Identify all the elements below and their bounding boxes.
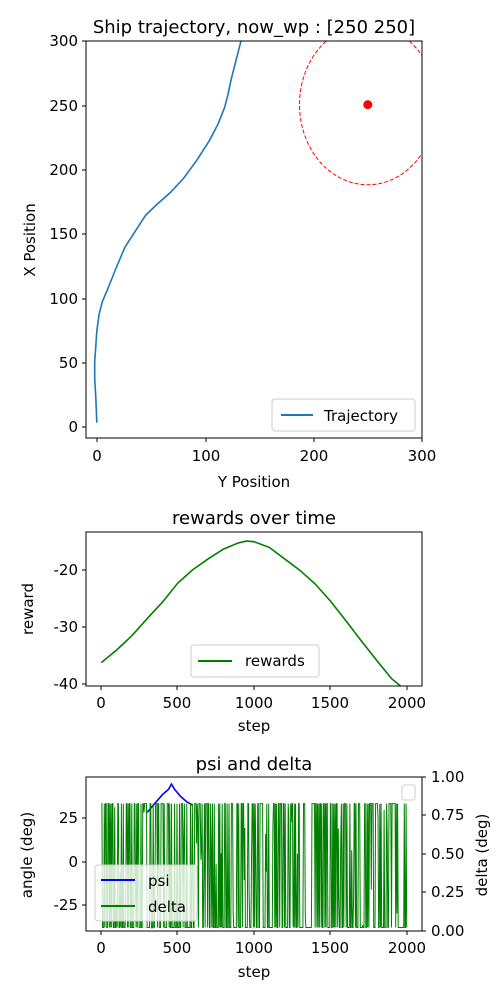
psi-delta-xlabel: step	[238, 963, 270, 981]
pd-ytick-m25: -25	[54, 896, 79, 914]
psi-line	[146, 782, 194, 813]
trajectory-ylabel: X Position	[21, 203, 39, 276]
traj-ytick-50: 50	[59, 354, 78, 372]
psi-delta-y-ticks: -25 0 25	[54, 809, 86, 914]
psi-delta-right-y-ticks: 0.00 0.25 0.50 0.75 1.00	[422, 768, 464, 940]
trajectory-axes-frame	[85, 40, 423, 439]
psi-delta-title: psi and delta	[196, 754, 313, 775]
trajectory-legend-box	[271, 398, 416, 432]
trajectory-x-ticks: 0 100 200 300	[92, 438, 436, 465]
traj-ytick-250: 250	[49, 97, 78, 115]
trajectory-title: Ship trajectory, now_wp : [250 250]	[93, 17, 415, 38]
trajectory-legend: Trajectory	[271, 398, 416, 432]
psi-legend-label: psi	[148, 872, 170, 890]
rew-ytick-m30: -30	[54, 618, 79, 636]
traj-xtick-300: 300	[408, 447, 437, 465]
traj-ytick-0: 0	[68, 418, 78, 436]
pd-rtick-3: 0.75	[431, 806, 464, 824]
empty-legend-box	[401, 784, 416, 801]
psi-delta-ylabel-right: delta (deg)	[473, 814, 491, 897]
rew-xtick-0: 0	[96, 694, 106, 712]
pd-ytick-25: 25	[59, 809, 78, 827]
psi-delta-legend: psi delta	[94, 864, 198, 922]
pd-rtick-1: 0.25	[431, 883, 464, 901]
waypoint-dot	[363, 100, 373, 110]
pd-xtick-1500: 1500	[311, 939, 349, 957]
traj-ytick-200: 200	[49, 161, 78, 179]
trajectory-xlabel: Y Position	[217, 473, 290, 491]
traj-xtick-0: 0	[92, 447, 102, 465]
rewards-ylabel: reward	[19, 583, 37, 635]
trajectory-y-ticks: 0 50 100 150 200 250 300	[49, 32, 86, 436]
psi-delta-chart: psi and delta 0 500 1000 1500 2000 -25 0…	[18, 754, 491, 981]
rewards-legend-box	[190, 644, 320, 678]
rewards-legend: rewards	[190, 644, 320, 678]
pd-rtick-4: 1.00	[431, 768, 464, 786]
traj-xtick-200: 200	[300, 447, 329, 465]
psi-delta-x-ticks: 0 500 1000 1500 2000	[96, 931, 426, 957]
trajectory-line	[93, 41, 242, 423]
waypoint-circle	[299, 41, 422, 186]
psi-delta-ylabel: angle (deg)	[18, 812, 36, 898]
trajectory-legend-label: Trajectory	[323, 407, 398, 425]
pd-rtick-0: 0.00	[431, 922, 464, 940]
rew-ytick-m40: -40	[54, 675, 79, 693]
rew-xtick-1000: 1000	[235, 694, 273, 712]
pd-xtick-2000: 2000	[388, 939, 426, 957]
rew-ytick-m20: -20	[54, 561, 79, 579]
rewards-x-ticks: 0 500 1000 1500 2000	[96, 686, 426, 712]
rewards-line	[100, 540, 402, 686]
trajectory-chart: Ship trajectory, now_wp : [250 250] 0 10…	[21, 17, 436, 491]
traj-xtick-100: 100	[192, 447, 221, 465]
rew-xtick-1500: 1500	[311, 694, 349, 712]
psi-delta-empty-legend	[401, 784, 416, 801]
delta-line	[101, 803, 408, 930]
rewards-legend-label: rewards	[245, 652, 305, 670]
rew-xtick-500: 500	[163, 694, 192, 712]
pd-xtick-0: 0	[96, 939, 106, 957]
delta-legend-label: delta	[148, 898, 186, 916]
pd-ytick-0: 0	[68, 853, 78, 871]
traj-ytick-100: 100	[49, 290, 78, 308]
traj-ytick-300: 300	[49, 32, 78, 50]
rewards-chart: rewards over time 0 500 1000 1500 2000 -…	[19, 508, 426, 735]
traj-ytick-150: 150	[49, 225, 78, 243]
pd-xtick-1000: 1000	[235, 939, 273, 957]
rew-xtick-2000: 2000	[388, 694, 426, 712]
rewards-y-ticks: -40 -30 -20	[54, 561, 86, 693]
rewards-title: rewards over time	[172, 508, 336, 529]
rewards-xlabel: step	[238, 717, 270, 735]
pd-rtick-2: 0.50	[431, 845, 464, 863]
pd-xtick-500: 500	[163, 939, 192, 957]
